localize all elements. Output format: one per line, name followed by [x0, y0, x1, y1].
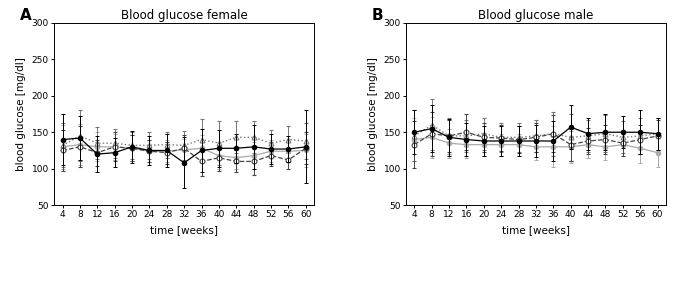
Text: B: B — [371, 8, 384, 23]
X-axis label: time [weeks]: time [weeks] — [502, 225, 570, 235]
Y-axis label: blood glucose [mg/dl]: blood glucose [mg/dl] — [368, 57, 378, 171]
Text: A: A — [20, 8, 32, 23]
Title: Blood glucose male: Blood glucose male — [479, 9, 594, 22]
Title: Blood glucose female: Blood glucose female — [120, 9, 248, 22]
Y-axis label: blood glucose [mg/dl]: blood glucose [mg/dl] — [16, 57, 26, 171]
X-axis label: time [weeks]: time [weeks] — [150, 225, 218, 235]
